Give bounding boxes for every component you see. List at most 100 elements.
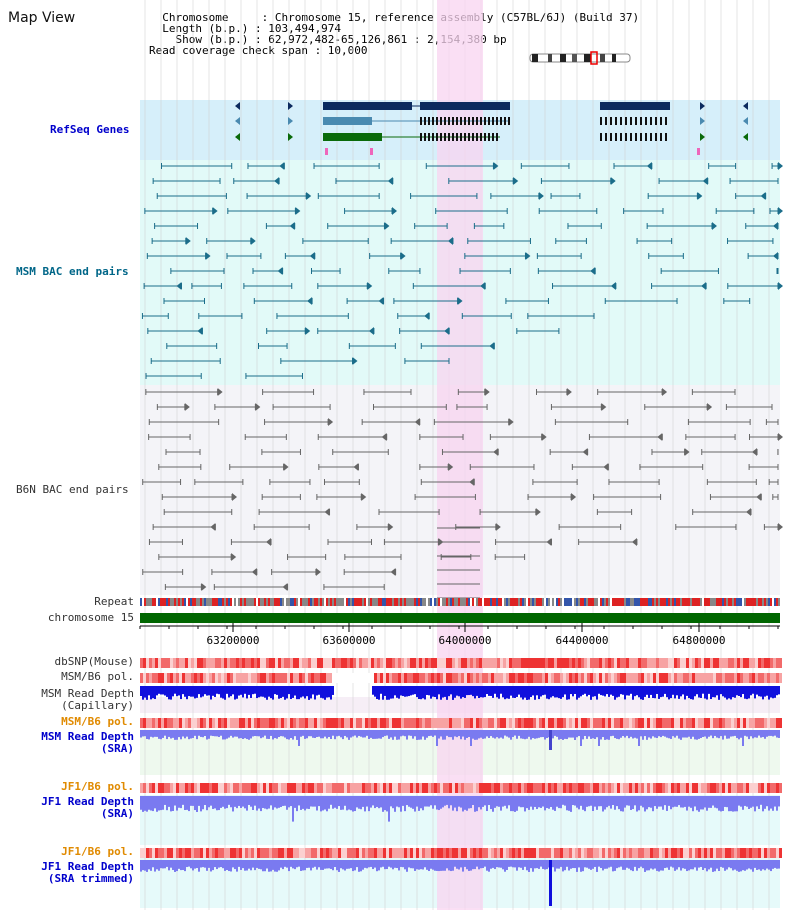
depth-bar [608, 860, 610, 868]
depth-bar [522, 796, 524, 808]
refseq-genes-label[interactable]: RefSeq Genes [50, 123, 130, 136]
depth-bar [288, 730, 290, 740]
heat-cell [716, 848, 719, 858]
heat-cell [221, 718, 224, 728]
msm-pol-sra-label[interactable]: MSM/B6 pol. [61, 715, 134, 728]
gene-exon [496, 133, 498, 141]
jf1-pol-label-1[interactable]: JF1/B6 pol. [61, 780, 134, 793]
b6n-bac-label[interactable]: B6N BAC end pairs [16, 483, 129, 496]
repeat-segment [722, 598, 724, 606]
heat-cell [284, 673, 287, 683]
heat-cell [557, 658, 560, 668]
heat-cell [479, 718, 482, 728]
heat-cell [434, 718, 437, 728]
depth-bar [600, 860, 602, 868]
depth-bar [764, 860, 766, 871]
jf1-pol-label-2[interactable]: JF1/B6 pol. [61, 845, 134, 858]
heat-cell [272, 783, 275, 793]
depth-bar [522, 686, 524, 700]
depth-bar [398, 730, 400, 740]
heat-cell [239, 783, 242, 793]
depth-bar [414, 860, 416, 871]
heat-cell [734, 718, 737, 728]
depth-bar [578, 796, 580, 810]
repeat-label[interactable]: Repeat [94, 595, 134, 608]
repeat-segment [708, 598, 710, 606]
heat-cell [467, 718, 470, 728]
repeat-segment [474, 598, 476, 606]
repeat-segment [230, 598, 232, 606]
depth-bar [404, 730, 406, 737]
depth-bar [440, 796, 442, 809]
depth-bar [656, 796, 658, 809]
depth-bar [460, 730, 462, 740]
jf1-depth-label-2[interactable]: JF1 Read Depth [41, 860, 134, 873]
depth-bar [368, 796, 370, 812]
depth-bar [716, 686, 718, 696]
repeat-segment [332, 598, 334, 606]
heat-cell [179, 848, 182, 858]
repeat-segment [510, 598, 512, 606]
refseq-genes-track[interactable] [235, 102, 748, 155]
depth-bar [564, 730, 566, 739]
depth-bar [718, 860, 720, 871]
heat-cell [461, 658, 464, 668]
repeat-track[interactable] [140, 598, 780, 606]
repeat-segment [252, 598, 254, 606]
depth-bar [714, 860, 716, 872]
depth-bar [658, 730, 660, 737]
repeat-segment [704, 598, 706, 606]
heat-cell [227, 658, 230, 668]
repeat-segment [158, 598, 160, 606]
depth-bar [630, 730, 632, 737]
depth-bar [734, 860, 736, 870]
depth-bar [692, 686, 694, 700]
heat-cell [149, 658, 152, 668]
depth-bar [486, 796, 488, 812]
repeat-segment [340, 598, 342, 606]
heat-cell [353, 848, 356, 858]
depth-bar [462, 860, 464, 872]
heat-tracks[interactable] [140, 658, 782, 858]
jf1-depth-label-1[interactable]: JF1 Read Depth [41, 795, 134, 808]
repeat-segment [384, 598, 386, 606]
depth-bar [246, 730, 248, 740]
depth-bar [774, 686, 776, 698]
heat-cell [458, 673, 461, 683]
depth-bar [506, 730, 508, 737]
msm-depth-cap-label[interactable]: MSM Read Depth [41, 687, 134, 700]
b6n-bac-end-pairs-track[interactable] [142, 388, 783, 599]
heat-cell [323, 673, 326, 683]
heat-cell [329, 658, 332, 668]
read-depth-tracks[interactable] [140, 686, 780, 906]
gene-exon [620, 133, 622, 141]
heat-cell [644, 673, 647, 683]
repeat-segment [532, 598, 534, 606]
msm-depth-sra-label[interactable]: MSM Read Depth [41, 730, 134, 743]
repeat-segment [460, 598, 462, 606]
depth-bar [212, 686, 214, 696]
heat-cell [671, 848, 674, 858]
gene-exon [440, 117, 442, 125]
depth-bar [606, 730, 608, 740]
chromosome-ideogram[interactable] [529, 51, 631, 65]
heat-cell [389, 673, 392, 683]
depth-bar [620, 730, 622, 738]
heat-cell [518, 658, 521, 668]
depth-bar [326, 686, 328, 698]
depth-bar [676, 796, 678, 807]
gene-exon [625, 133, 627, 141]
depth-bar [752, 796, 754, 807]
depth-bar [526, 686, 528, 700]
msm-pol-label[interactable]: MSM/B6 pol. [61, 670, 134, 683]
repeat-segment [448, 598, 450, 606]
depth-bar [672, 686, 674, 695]
heat-cell [314, 718, 317, 728]
depth-bar [402, 686, 404, 697]
msm-bac-label[interactable]: MSM BAC end pairs [16, 265, 129, 278]
heat-cell [452, 673, 455, 683]
dbsnp-label[interactable]: dbSNP(Mouse) [54, 655, 134, 668]
msm-bac-end-pairs-track[interactable] [141, 162, 783, 379]
repeat-segment [410, 598, 412, 606]
